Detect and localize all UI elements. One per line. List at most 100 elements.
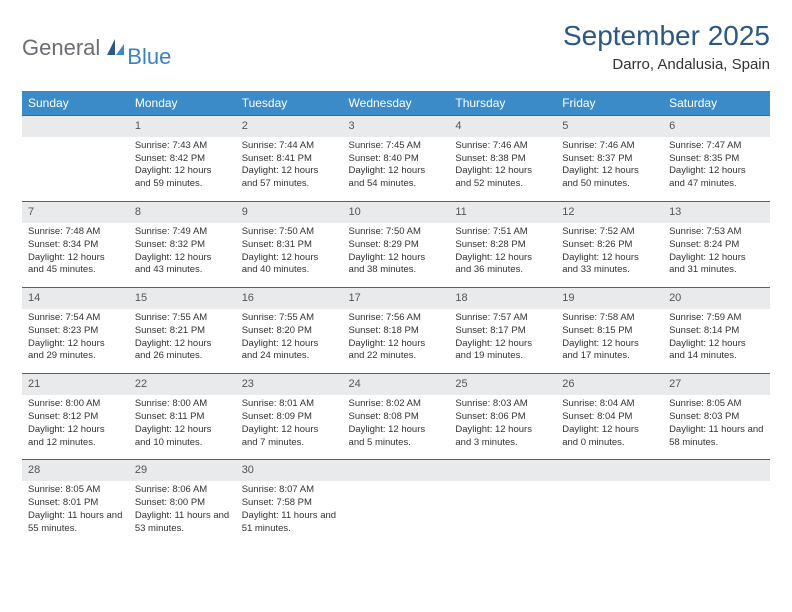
sunrise-line: Sunrise: 8:00 AM: [135, 398, 230, 411]
day-cell: Sunrise: 8:05 AMSunset: 8:01 PMDaylight:…: [22, 481, 129, 545]
day-cell: Sunrise: 7:56 AMSunset: 8:18 PMDaylight:…: [343, 309, 450, 374]
day-cell: Sunrise: 7:46 AMSunset: 8:37 PMDaylight:…: [556, 137, 663, 202]
month-title: September 2025: [563, 20, 770, 52]
daylight-line: Daylight: 12 hours and 33 minutes.: [562, 252, 657, 278]
day-number: 22: [129, 374, 236, 395]
day-number: 5: [556, 116, 663, 137]
daylight-line: Daylight: 12 hours and 10 minutes.: [135, 424, 230, 450]
day-header: Friday: [556, 91, 663, 116]
day-number-row: 21222324252627: [22, 374, 770, 395]
sunrise-line: Sunrise: 7:51 AM: [455, 226, 550, 239]
sunrise-line: Sunrise: 8:05 AM: [28, 484, 123, 497]
day-cell: Sunrise: 7:55 AMSunset: 8:20 PMDaylight:…: [236, 309, 343, 374]
day-number: 29: [129, 460, 236, 481]
daylight-line: Daylight: 12 hours and 7 minutes.: [242, 424, 337, 450]
sunset-line: Sunset: 8:31 PM: [242, 239, 337, 252]
sunrise-line: Sunrise: 7:46 AM: [562, 140, 657, 153]
day-cell: Sunrise: 7:43 AMSunset: 8:42 PMDaylight:…: [129, 137, 236, 202]
day-number: 28: [22, 460, 129, 481]
sunset-line: Sunset: 8:08 PM: [349, 411, 444, 424]
day-cell: Sunrise: 8:07 AMSunset: 7:58 PMDaylight:…: [236, 481, 343, 545]
day-number: 24: [343, 374, 450, 395]
calendar-table: Sunday Monday Tuesday Wednesday Thursday…: [22, 91, 770, 545]
daylight-line: Daylight: 12 hours and 54 minutes.: [349, 165, 444, 191]
day-number: 1: [129, 116, 236, 137]
day-cell: Sunrise: 8:00 AMSunset: 8:11 PMDaylight:…: [129, 395, 236, 460]
daylight-line: Daylight: 12 hours and 24 minutes.: [242, 338, 337, 364]
day-header: Wednesday: [343, 91, 450, 116]
daylight-line: Daylight: 12 hours and 52 minutes.: [455, 165, 550, 191]
daylight-line: Daylight: 11 hours and 58 minutes.: [669, 424, 764, 450]
day-content-row: Sunrise: 7:43 AMSunset: 8:42 PMDaylight:…: [22, 137, 770, 202]
day-number: 9: [236, 202, 343, 223]
logo-sail-icon: [105, 37, 127, 62]
day-cell: Sunrise: 7:47 AMSunset: 8:35 PMDaylight:…: [663, 137, 770, 202]
day-number: 17: [343, 288, 450, 309]
day-number: 26: [556, 374, 663, 395]
daylight-line: Daylight: 12 hours and 5 minutes.: [349, 424, 444, 450]
sunrise-line: Sunrise: 7:58 AM: [562, 312, 657, 325]
sunset-line: Sunset: 8:23 PM: [28, 325, 123, 338]
day-cell: Sunrise: 7:50 AMSunset: 8:31 PMDaylight:…: [236, 223, 343, 288]
day-number: 6: [663, 116, 770, 137]
daylight-line: Daylight: 12 hours and 50 minutes.: [562, 165, 657, 191]
day-cell: Sunrise: 7:50 AMSunset: 8:29 PMDaylight:…: [343, 223, 450, 288]
day-cell: Sunrise: 7:49 AMSunset: 8:32 PMDaylight:…: [129, 223, 236, 288]
sunset-line: Sunset: 8:34 PM: [28, 239, 123, 252]
day-number: 18: [449, 288, 556, 309]
day-header: Sunday: [22, 91, 129, 116]
day-number-row: 14151617181920: [22, 288, 770, 309]
sunset-line: Sunset: 8:35 PM: [669, 153, 764, 166]
day-number: 11: [449, 202, 556, 223]
sunset-line: Sunset: 8:18 PM: [349, 325, 444, 338]
day-cell: Sunrise: 7:44 AMSunset: 8:41 PMDaylight:…: [236, 137, 343, 202]
daylight-line: Daylight: 12 hours and 47 minutes.: [669, 165, 764, 191]
day-cell: Sunrise: 7:57 AMSunset: 8:17 PMDaylight:…: [449, 309, 556, 374]
day-number-row: 78910111213: [22, 202, 770, 223]
day-number: 15: [129, 288, 236, 309]
day-number: 8: [129, 202, 236, 223]
sunrise-line: Sunrise: 8:06 AM: [135, 484, 230, 497]
sunset-line: Sunset: 8:21 PM: [135, 325, 230, 338]
day-number: [663, 460, 770, 481]
sunrise-line: Sunrise: 8:05 AM: [669, 398, 764, 411]
sunrise-line: Sunrise: 7:49 AM: [135, 226, 230, 239]
day-number: 30: [236, 460, 343, 481]
sunrise-line: Sunrise: 8:00 AM: [28, 398, 123, 411]
calendar-body: 123456Sunrise: 7:43 AMSunset: 8:42 PMDay…: [22, 116, 770, 546]
sunset-line: Sunset: 8:17 PM: [455, 325, 550, 338]
day-number-row: 282930: [22, 460, 770, 481]
daylight-line: Daylight: 12 hours and 19 minutes.: [455, 338, 550, 364]
day-cell: Sunrise: 7:46 AMSunset: 8:38 PMDaylight:…: [449, 137, 556, 202]
sunset-line: Sunset: 8:12 PM: [28, 411, 123, 424]
sunset-line: Sunset: 8:04 PM: [562, 411, 657, 424]
day-cell: Sunrise: 8:03 AMSunset: 8:06 PMDaylight:…: [449, 395, 556, 460]
sunrise-line: Sunrise: 7:53 AM: [669, 226, 764, 239]
page-header: General Blue September 2025 Darro, Andal…: [22, 20, 770, 73]
day-cell: Sunrise: 7:54 AMSunset: 8:23 PMDaylight:…: [22, 309, 129, 374]
sunrise-line: Sunrise: 7:50 AM: [349, 226, 444, 239]
day-cell: [556, 481, 663, 545]
logo-text-blue: Blue: [127, 44, 171, 70]
day-cell: Sunrise: 7:52 AMSunset: 8:26 PMDaylight:…: [556, 223, 663, 288]
sunrise-line: Sunrise: 8:01 AM: [242, 398, 337, 411]
sunrise-line: Sunrise: 7:43 AM: [135, 140, 230, 153]
sunset-line: Sunset: 8:32 PM: [135, 239, 230, 252]
sunset-line: Sunset: 8:26 PM: [562, 239, 657, 252]
daylight-line: Daylight: 12 hours and 3 minutes.: [455, 424, 550, 450]
sunrise-line: Sunrise: 7:46 AM: [455, 140, 550, 153]
day-number: [22, 116, 129, 137]
day-number: 7: [22, 202, 129, 223]
daylight-line: Daylight: 12 hours and 40 minutes.: [242, 252, 337, 278]
sunrise-line: Sunrise: 8:07 AM: [242, 484, 337, 497]
day-header: Saturday: [663, 91, 770, 116]
sunrise-line: Sunrise: 8:04 AM: [562, 398, 657, 411]
sunrise-line: Sunrise: 7:50 AM: [242, 226, 337, 239]
day-content-row: Sunrise: 8:05 AMSunset: 8:01 PMDaylight:…: [22, 481, 770, 545]
sunrise-line: Sunrise: 8:02 AM: [349, 398, 444, 411]
sunset-line: Sunset: 8:38 PM: [455, 153, 550, 166]
day-cell: Sunrise: 8:00 AMSunset: 8:12 PMDaylight:…: [22, 395, 129, 460]
day-cell: Sunrise: 7:59 AMSunset: 8:14 PMDaylight:…: [663, 309, 770, 374]
sunset-line: Sunset: 8:37 PM: [562, 153, 657, 166]
day-number: 16: [236, 288, 343, 309]
